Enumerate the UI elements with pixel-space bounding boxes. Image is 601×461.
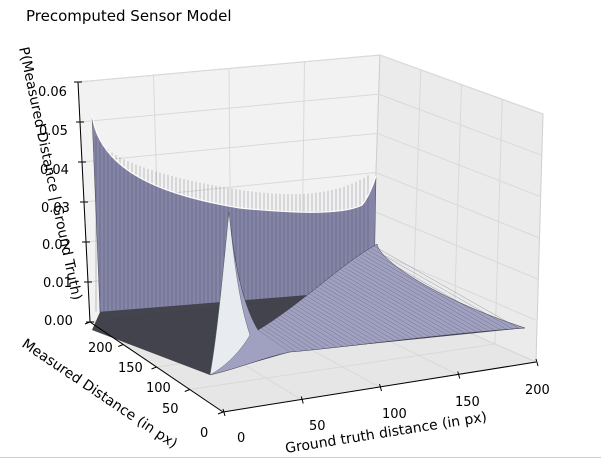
gridline-z <box>83 171 540 239</box>
mesh-line <box>260 327 296 352</box>
mesh-line <box>257 329 291 353</box>
x-tick-mark <box>379 383 382 392</box>
mesh-line <box>314 288 402 341</box>
mesh-line <box>284 310 343 347</box>
chart-title: Precomputed Sensor Model <box>26 7 232 25</box>
mesh-line <box>269 321 314 350</box>
mesh-line <box>320 284 414 340</box>
mesh-line <box>287 308 349 347</box>
x-tick-label: 50 <box>309 419 326 434</box>
mesh-line <box>359 256 490 332</box>
y-tick-mark <box>84 321 91 325</box>
mesh-line <box>353 261 479 333</box>
x-tick-mark <box>535 358 539 367</box>
z-tick-label: 0.01 <box>43 276 72 291</box>
x-tick-label: 150 <box>455 395 480 410</box>
gridline-y <box>494 99 503 345</box>
x-tick-label: 200 <box>525 383 550 398</box>
mesh-line <box>317 286 408 341</box>
gridline-y <box>453 84 462 327</box>
wall-top-rim <box>91 114 377 213</box>
mesh-line <box>278 314 332 348</box>
mesh-line <box>308 293 390 342</box>
y-tick-mark <box>184 389 190 392</box>
mesh-line <box>338 271 449 336</box>
mesh-line <box>367 250 508 330</box>
y-tick-label: 50 <box>162 402 179 417</box>
z-tick-label: 0.00 <box>44 314 73 329</box>
mesh-line <box>272 319 320 350</box>
x-tick-label: 100 <box>382 407 407 422</box>
mesh-line <box>335 273 443 337</box>
mesh-line <box>370 248 514 330</box>
mesh-line <box>266 323 308 351</box>
gridline-floor <box>189 343 496 390</box>
y-tick-label: 150 <box>118 361 143 376</box>
z-tick-label: 0.02 <box>42 238 71 253</box>
gridline-z <box>79 93 543 156</box>
mesh-line <box>263 325 302 351</box>
z-tick-label: 0.06 <box>38 85 67 100</box>
gridline-z <box>77 54 544 115</box>
mesh-line <box>347 265 467 335</box>
mesh-line <box>356 258 484 333</box>
y-tick-label: 200 <box>88 341 113 356</box>
mesh-line <box>332 276 437 338</box>
mesh-line <box>344 267 461 335</box>
mesh-line <box>281 312 338 348</box>
mesh-line <box>323 282 420 339</box>
gridline-z <box>81 132 541 198</box>
x-tick-label: 0 <box>237 431 245 446</box>
z-tick-label: 0.03 <box>41 201 70 216</box>
hit-peak-face <box>209 211 251 376</box>
z-axis-label: P(Measured Distance | Ground Truth) <box>15 46 84 302</box>
y-tick-label: 100 <box>146 381 171 396</box>
x-tick-mark <box>457 371 461 379</box>
mesh-line <box>302 297 379 344</box>
y-tick-mark <box>217 411 224 415</box>
x-tick-mark <box>300 396 304 404</box>
mesh-line <box>296 301 367 345</box>
mesh-line <box>326 280 426 339</box>
mesh-line <box>290 306 355 346</box>
mesh-line <box>311 291 396 342</box>
mesh-line <box>329 278 432 338</box>
z-tick-label: 0.04 <box>40 163 69 178</box>
mesh-line <box>299 299 373 344</box>
mesh-line <box>341 269 455 336</box>
mesh-line <box>362 254 496 332</box>
ridge-hatching <box>257 245 520 353</box>
mesh-line <box>293 304 361 345</box>
surface-mesh <box>91 114 526 376</box>
tick-marks <box>74 81 539 417</box>
y-tick-mark <box>118 344 124 347</box>
mesh-line <box>373 245 520 329</box>
bottom-border <box>0 457 601 458</box>
mesh-line <box>365 252 502 331</box>
x-axis-line <box>222 361 537 413</box>
x-tick-mark <box>222 408 226 417</box>
z-tick-label: 0.05 <box>39 124 68 139</box>
mesh-line <box>305 295 385 343</box>
mesh-line <box>350 263 473 334</box>
gridline-y <box>412 69 422 309</box>
y-tick-mark <box>151 366 157 370</box>
mesh-line <box>275 316 326 349</box>
y-tick-label: 0 <box>200 426 208 441</box>
